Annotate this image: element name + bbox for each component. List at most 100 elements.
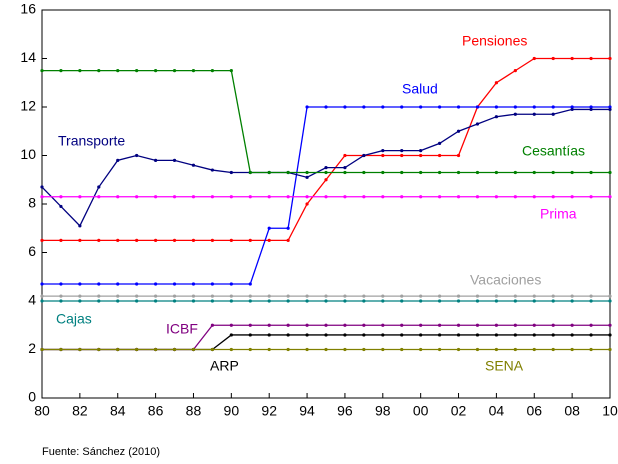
point-marker — [40, 299, 44, 303]
point-marker — [59, 238, 63, 242]
point-marker — [419, 299, 423, 303]
point-marker — [532, 112, 536, 116]
point-marker — [438, 333, 442, 337]
point-marker — [248, 170, 252, 175]
point-marker — [475, 333, 480, 337]
point-marker — [172, 294, 177, 298]
point-marker — [135, 347, 139, 352]
point-marker — [419, 170, 423, 175]
point-marker — [324, 178, 328, 182]
point-marker — [59, 294, 63, 298]
point-marker — [570, 347, 574, 352]
source-note: Fuente: Sánchez (2010) — [42, 446, 160, 458]
point-marker — [78, 224, 82, 228]
point-marker — [438, 153, 442, 158]
point-marker — [191, 238, 196, 242]
point-marker — [229, 347, 233, 352]
point-marker — [381, 149, 385, 153]
point-marker — [116, 282, 120, 286]
point-marker — [362, 323, 366, 327]
point-marker — [267, 195, 271, 199]
point-marker — [135, 238, 139, 242]
point-marker — [513, 294, 517, 298]
point-marker — [513, 69, 517, 73]
point-marker — [40, 347, 44, 352]
point-marker — [475, 347, 480, 352]
point-marker — [305, 323, 309, 327]
point-marker — [172, 69, 177, 73]
point-marker — [589, 299, 593, 303]
point-marker — [343, 333, 347, 337]
point-marker — [494, 81, 498, 85]
point-marker — [116, 69, 120, 73]
point-marker — [438, 105, 442, 109]
point-marker — [608, 170, 612, 175]
point-marker — [551, 294, 555, 298]
point-marker — [362, 347, 366, 352]
point-marker — [400, 149, 404, 153]
point-marker — [267, 294, 271, 298]
point-marker — [59, 347, 63, 352]
point-marker — [78, 238, 82, 242]
point-marker — [172, 299, 177, 303]
point-marker — [494, 347, 498, 352]
point-marker — [305, 105, 309, 109]
point-marker — [475, 299, 480, 303]
point-marker — [267, 226, 271, 230]
point-marker — [381, 299, 385, 303]
point-marker — [419, 153, 423, 158]
point-marker — [513, 112, 517, 116]
point-marker — [362, 153, 366, 158]
point-marker — [513, 323, 517, 327]
point-marker — [589, 195, 593, 199]
point-marker — [286, 238, 290, 242]
point-marker — [191, 69, 196, 73]
point-marker — [494, 333, 498, 337]
point-marker — [78, 195, 82, 199]
point-marker — [286, 226, 290, 230]
point-marker — [286, 170, 290, 175]
point-marker — [154, 238, 158, 242]
point-marker — [475, 323, 480, 327]
point-marker — [419, 323, 423, 327]
point-marker — [154, 195, 158, 199]
point-marker — [191, 347, 196, 352]
point-marker — [589, 323, 593, 327]
point-marker — [97, 294, 101, 298]
point-marker — [229, 323, 233, 327]
point-marker — [78, 294, 82, 298]
point-marker — [59, 204, 63, 209]
point-marker — [570, 299, 574, 303]
point-marker — [475, 122, 480, 126]
point-marker — [438, 299, 442, 303]
point-marker — [551, 105, 555, 109]
point-marker — [59, 282, 63, 286]
point-marker — [97, 69, 101, 73]
point-marker — [97, 185, 101, 189]
point-marker — [494, 299, 498, 303]
x-tick-label: 00 — [413, 403, 429, 419]
point-marker — [589, 294, 593, 298]
x-tick-label: 84 — [110, 403, 126, 419]
point-marker — [59, 299, 63, 303]
point-marker — [40, 294, 44, 298]
point-marker — [116, 347, 120, 352]
point-marker — [154, 347, 158, 352]
point-marker — [419, 294, 423, 298]
point-marker — [267, 323, 271, 327]
point-marker — [191, 294, 196, 298]
series-label: SENA — [485, 358, 524, 374]
point-marker — [210, 299, 214, 303]
point-marker — [456, 129, 461, 133]
point-marker — [456, 105, 461, 109]
point-marker — [456, 153, 461, 158]
point-marker — [456, 195, 461, 199]
point-marker — [419, 195, 423, 199]
point-marker — [551, 323, 555, 327]
point-marker — [267, 333, 271, 337]
point-marker — [532, 299, 536, 303]
point-marker — [362, 333, 366, 337]
point-marker — [494, 170, 498, 175]
point-marker — [343, 195, 347, 199]
